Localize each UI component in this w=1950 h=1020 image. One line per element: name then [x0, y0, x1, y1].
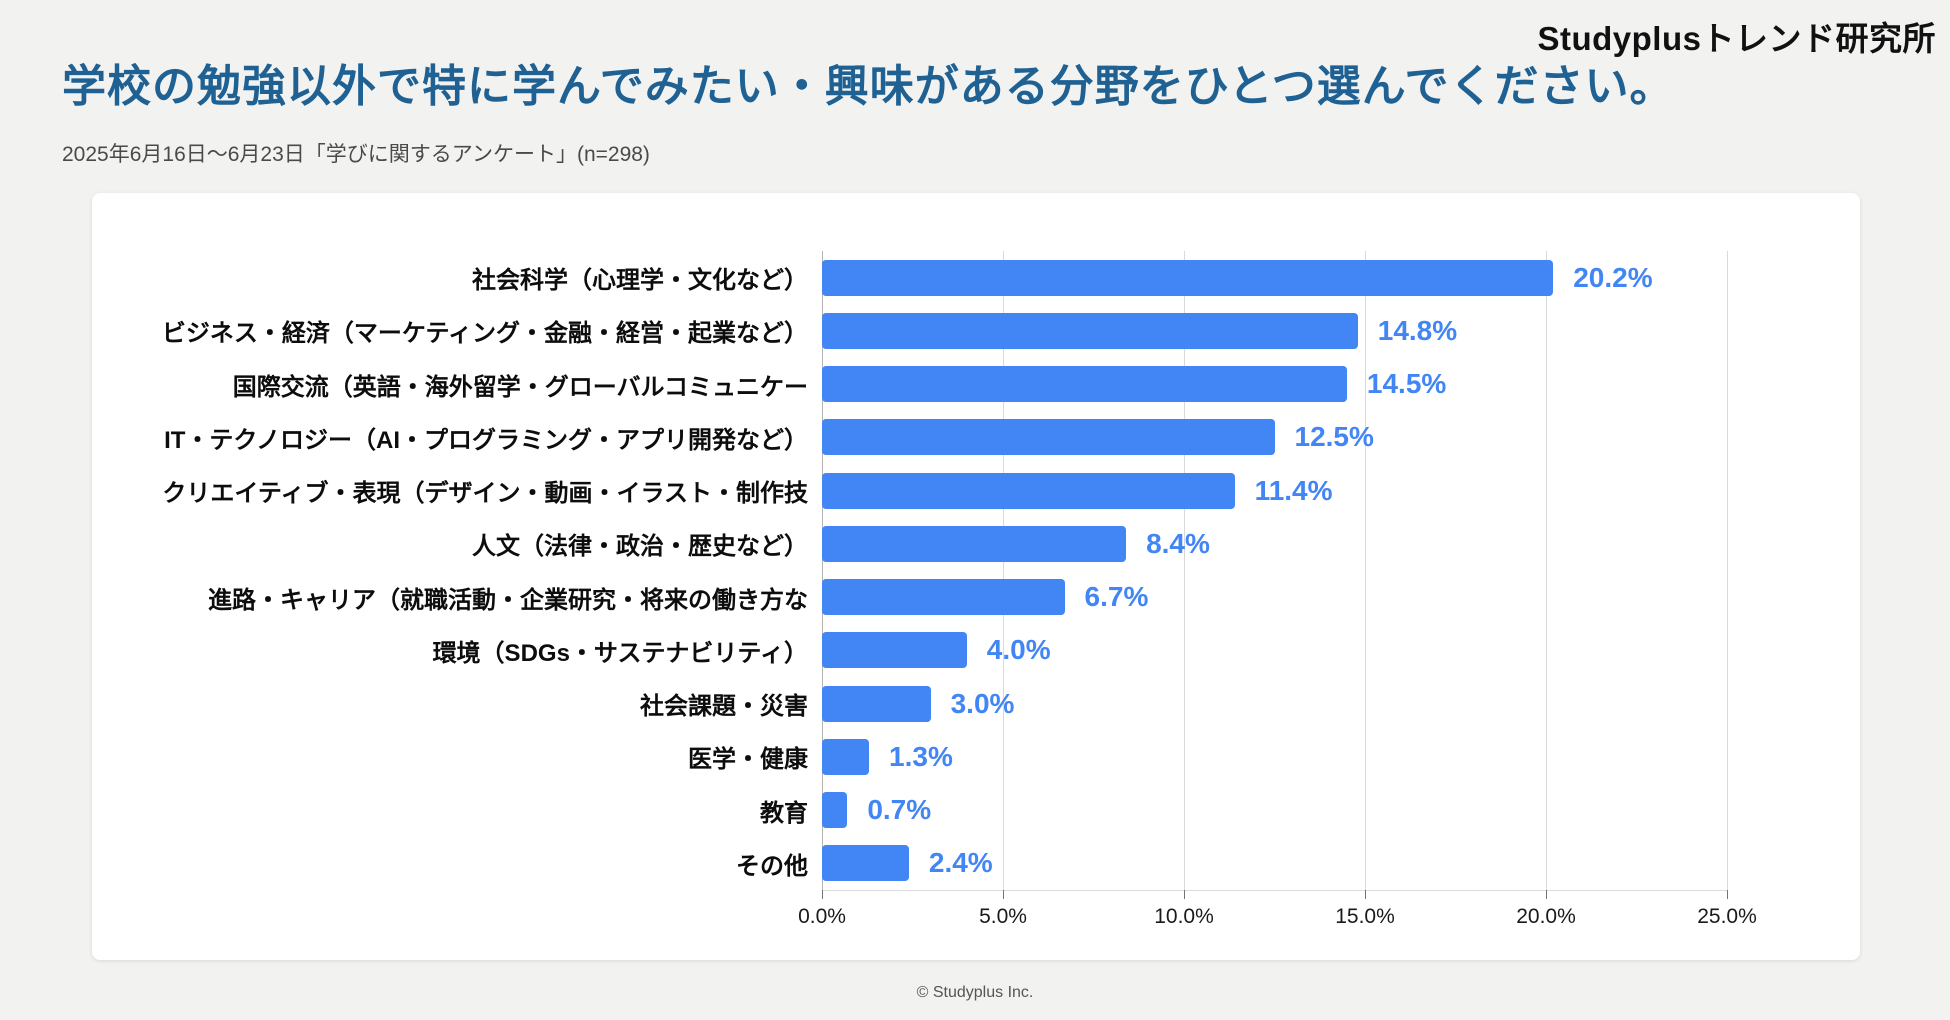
- axis-tick: [1546, 890, 1547, 899]
- bar: [822, 792, 848, 829]
- chart-row: 進路・キャリア（就職活動・企業研究・将来の働き方な 6.7%: [92, 571, 1860, 624]
- axis-tick: [822, 890, 823, 899]
- category-label: 人文（法律・政治・歴史など）: [472, 533, 808, 561]
- category-label: 国際交流（英語・海外留学・グローバルコミュニケー: [232, 373, 808, 401]
- bar: [822, 259, 1554, 296]
- bar-track: 4.0%: [822, 624, 1727, 677]
- axis-tick: [1727, 890, 1728, 899]
- x-axis-baseline: [822, 890, 1727, 891]
- survey-meta: 2025年6月16日～6月23日「学びに関するアンケート」(n=298): [62, 143, 650, 166]
- copyright: © Studyplus Inc.: [916, 984, 1034, 1001]
- chart-row: その他 2.4%: [92, 837, 1860, 890]
- chart-row: 社会科学（心理学・文化など） 20.2%: [92, 251, 1860, 304]
- bar-track: 14.5%: [822, 358, 1727, 411]
- x-tick-label: 15.0%: [1335, 905, 1395, 928]
- bar: [822, 366, 1347, 403]
- x-tick-label: 5.0%: [979, 905, 1027, 928]
- bar-track: 3.0%: [822, 677, 1727, 730]
- bar: [822, 685, 931, 722]
- value-label: 11.4%: [1254, 474, 1333, 506]
- bar: [822, 579, 1065, 616]
- value-label: 0.7%: [867, 794, 932, 826]
- category-label: 進路・キャリア（就職活動・企業研究・将来の働き方な: [208, 586, 808, 614]
- category-label: IT・テクノロジー（AI・プログラミング・アプリ開発など）: [164, 426, 808, 454]
- axis-layer: 0.0% 5.0% 10.0% 15.0% 20.0% 25.0%: [798, 251, 1757, 928]
- bar: [822, 845, 909, 882]
- value-label: 3.0%: [950, 687, 1015, 719]
- chart-row: 社会課題・災害 3.0%: [92, 677, 1860, 730]
- bar: [822, 738, 870, 775]
- bar-track: 1.3%: [822, 730, 1727, 783]
- bar-track: 0.7%: [822, 784, 1727, 837]
- value-label: 20.2%: [1573, 261, 1653, 293]
- chart-row: 環境（SDGs・サステナビリティ） 4.0%: [92, 624, 1860, 677]
- value-label: 2.4%: [928, 847, 993, 879]
- bar-track: 11.4%: [822, 464, 1727, 517]
- value-label: 14.5%: [1366, 368, 1447, 400]
- bar-track: 6.7%: [822, 571, 1727, 624]
- value-label: 4.0%: [986, 634, 1051, 666]
- chart-row: IT・テクノロジー（AI・プログラミング・アプリ開発など） 12.5%: [92, 411, 1860, 464]
- chart-row: 国際交流（英語・海外留学・グローバルコミュニケー 14.5%: [92, 358, 1860, 411]
- x-tick-label: 20.0%: [1516, 905, 1576, 928]
- axis-tick: [1365, 890, 1366, 899]
- bar: [822, 419, 1275, 456]
- category-label: ビジネス・経済（マーケティング・金融・経営・起業など）: [161, 320, 808, 348]
- chart-row: ビジネス・経済（マーケティング・金融・経営・起業など） 14.8%: [92, 304, 1860, 357]
- page-title: 学校の勉強以外で特に学んでみたい・興味がある分野をひとつ選んでください。: [62, 62, 1675, 111]
- gridline: [1184, 251, 1185, 890]
- brand-logo: Studyplusトレンド研究所: [1537, 20, 1936, 57]
- bar-rows: 社会科学（心理学・文化など） 20.2% ビジネス・経済（マーケティング・金融・経営…: [92, 251, 1860, 890]
- x-tick-label: 10.0%: [1154, 905, 1214, 928]
- category-label: 教育: [760, 799, 808, 827]
- x-tick-label: 0.0%: [798, 905, 846, 928]
- bar-track: 8.4%: [822, 517, 1727, 570]
- bar: [822, 472, 1235, 509]
- chart-card: 0.0% 5.0% 10.0% 15.0% 20.0% 25.0% 社会科学（心理学・文化…: [92, 193, 1860, 960]
- category-label: 社会科学（心理学・文化など）: [472, 267, 808, 295]
- y-axis-line: [822, 251, 823, 890]
- value-label: 12.5%: [1294, 421, 1374, 453]
- category-label: その他: [736, 852, 808, 880]
- chart-row: クリエイティブ・表現（デザイン・動画・イラスト・制作技 11.4%: [92, 464, 1860, 517]
- value-label: 8.4%: [1146, 527, 1210, 559]
- axis-tick: [1003, 890, 1004, 899]
- value-label: 1.3%: [889, 740, 953, 772]
- category-label: 環境（SDGs・サステナビリティ）: [432, 639, 808, 667]
- bar: [822, 525, 1127, 562]
- gridline: [1365, 251, 1366, 890]
- bar-track: 2.4%: [822, 837, 1727, 890]
- x-tick-label: 25.0%: [1697, 905, 1757, 928]
- bar: [822, 632, 967, 669]
- axis-tick: [1184, 890, 1185, 899]
- category-label: クリエイティブ・表現（デザイン・動画・イラスト・制作技: [162, 480, 808, 508]
- bar-track: 20.2%: [822, 251, 1727, 304]
- chart-row: 教育 0.7%: [92, 784, 1860, 837]
- value-label: 6.7%: [1084, 581, 1149, 613]
- gridline: [1727, 251, 1728, 890]
- chart-row: 医学・健康 1.3%: [92, 730, 1860, 783]
- value-label: 14.8%: [1377, 314, 1458, 346]
- gridline: [1003, 251, 1004, 890]
- category-label: 社会課題・災害: [640, 693, 808, 721]
- bar-track: 12.5%: [822, 411, 1727, 464]
- bar-chart: 0.0% 5.0% 10.0% 15.0% 20.0% 25.0% 社会科学（心理学・文化…: [92, 193, 1860, 960]
- gridline: [1546, 251, 1547, 890]
- bar-track: 14.8%: [822, 304, 1727, 357]
- bar: [822, 312, 1358, 349]
- category-label: 医学・健康: [688, 746, 808, 774]
- chart-row: 人文（法律・政治・歴史など） 8.4%: [92, 517, 1860, 570]
